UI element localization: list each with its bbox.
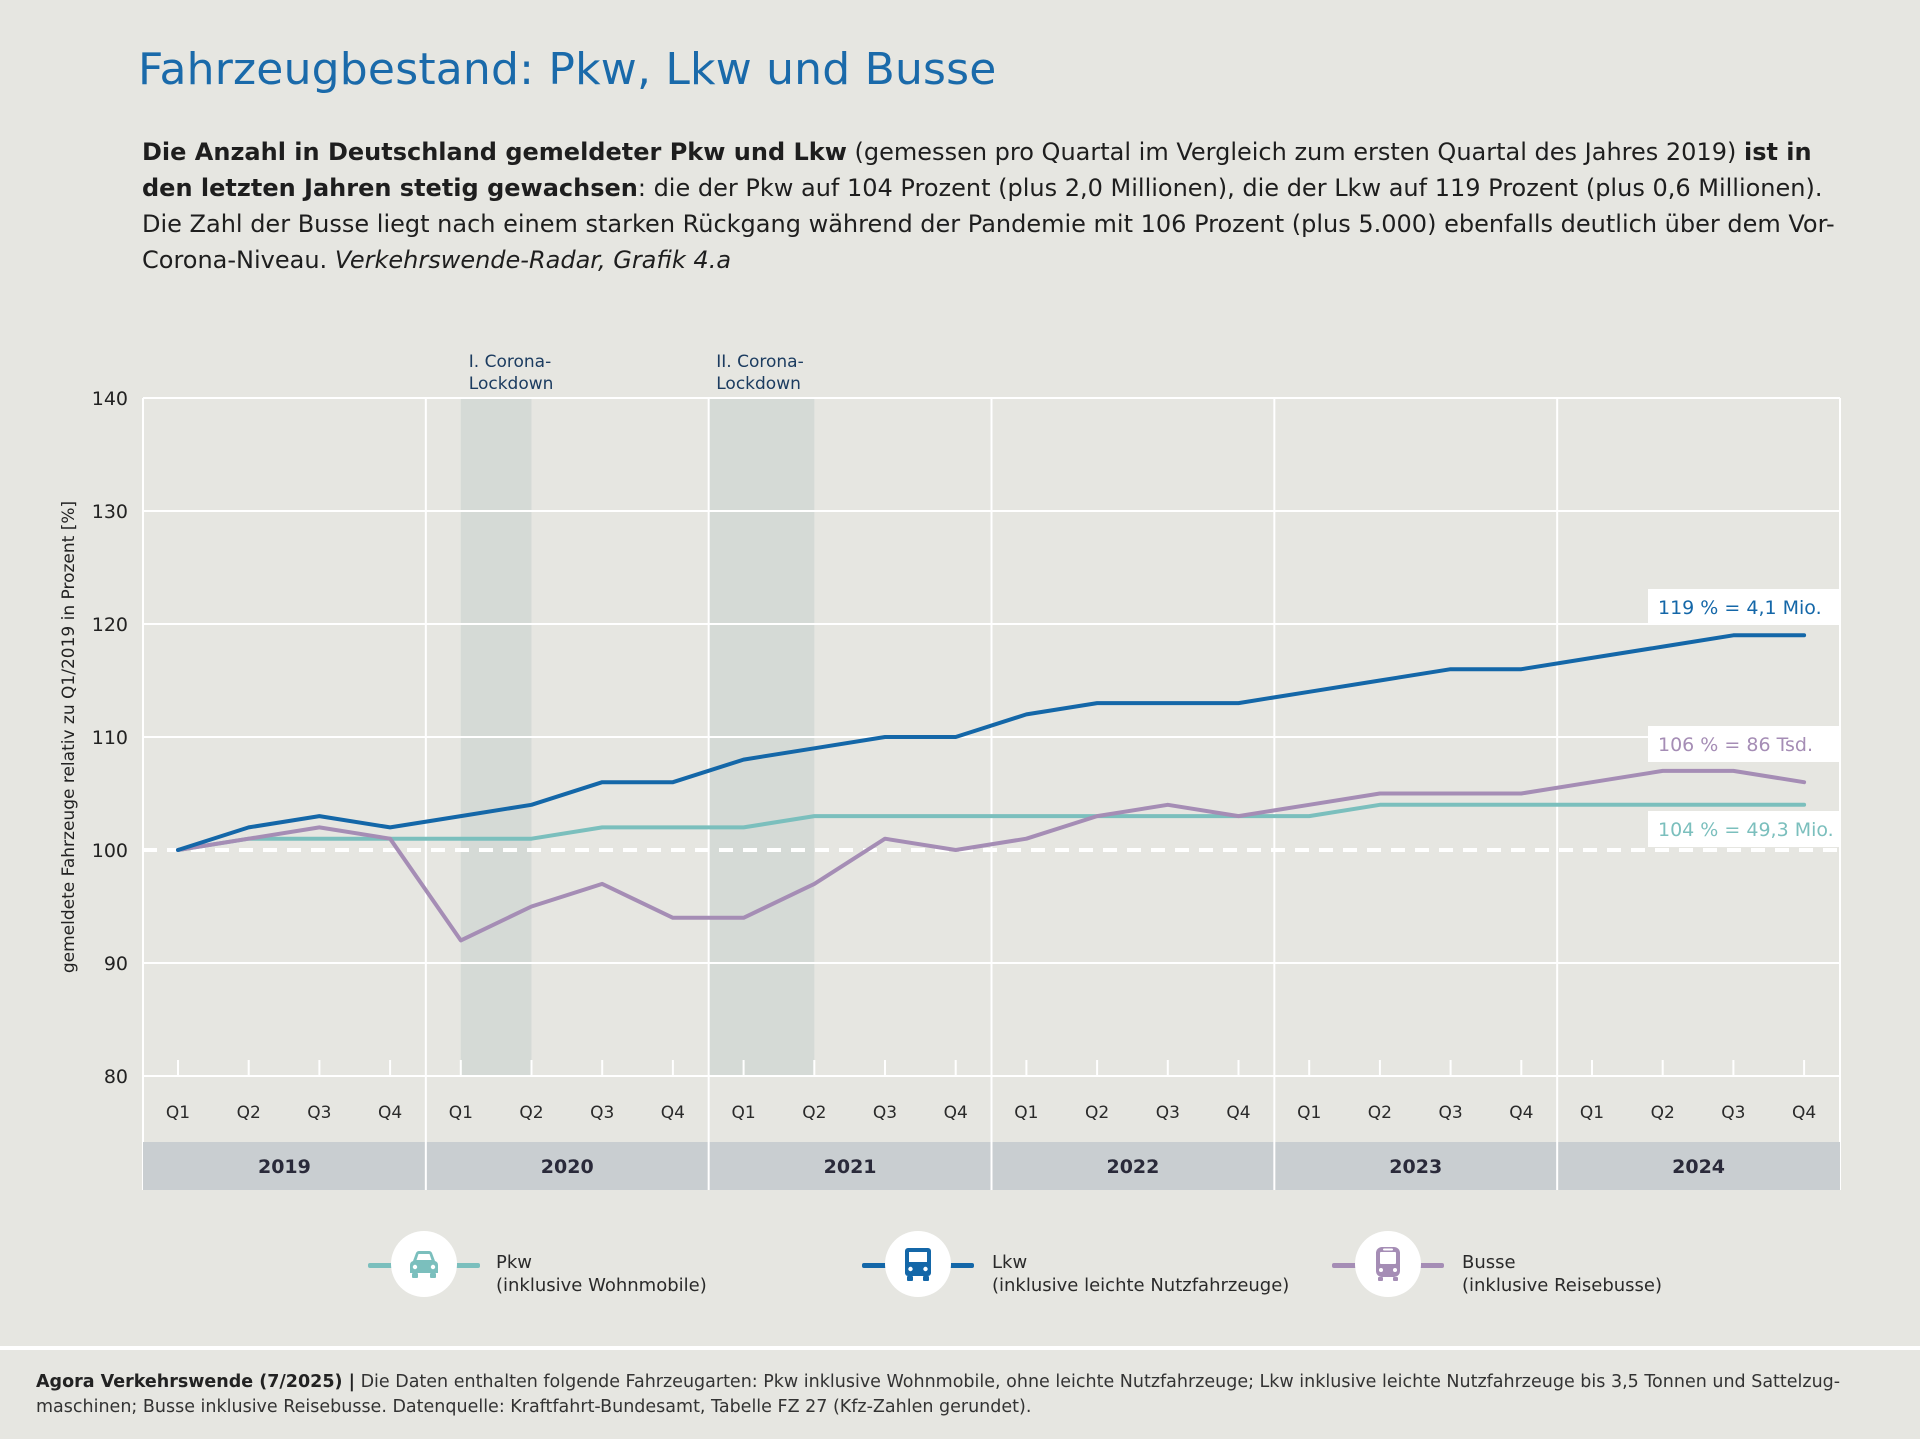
- x-tick-label: Q3: [873, 1103, 897, 1123]
- x-tick-label: Q2: [519, 1103, 543, 1123]
- truck-icon: [905, 1248, 931, 1281]
- footer-divider: [0, 1346, 1920, 1350]
- legend-item-lkw: Lkw (inklusive leichte Nutzfahrzeuge): [862, 1226, 1322, 1297]
- x-tick-label: Q1: [449, 1103, 473, 1123]
- x-tick-label: Q4: [1509, 1103, 1533, 1123]
- x-tick-label: Q3: [590, 1103, 614, 1123]
- series-line-pkw: [176, 802, 1807, 852]
- x-tick-label: Q4: [661, 1103, 685, 1123]
- footer-text: Agora Verkehrswende (7/2025) | Die Daten…: [36, 1370, 1886, 1420]
- end-label-box-pkw: [1648, 811, 1840, 847]
- x-tick-label: Q4: [1792, 1103, 1816, 1123]
- y-tick-label: 90: [104, 953, 128, 975]
- intro-text-2: : die der Pkw auf 104 Prozent (plus 2,0 …: [142, 174, 1835, 274]
- footer-source: Agora Verkehrswende (7/2025) |: [36, 1372, 355, 1392]
- y-tick-label: 130: [92, 501, 128, 523]
- lockdown-label: Lockdown: [469, 374, 554, 394]
- series-line-lkw: [176, 633, 1807, 852]
- intro-bold-1: Die Anzahl in Deutschland gemeldeter Pkw…: [142, 138, 847, 166]
- x-tick-label: Q4: [1226, 1103, 1250, 1123]
- x-tick-label: Q1: [731, 1103, 755, 1123]
- x-tick-label: Q2: [1368, 1103, 1392, 1123]
- legend-icon-circle-lkw: [885, 1231, 951, 1297]
- legend-label-pkw-line1: Pkw: [496, 1252, 532, 1273]
- lockdown-label: II. Corona-: [716, 352, 803, 372]
- x-tick-label: Q3: [307, 1103, 331, 1123]
- x-tick-label: Q2: [237, 1103, 261, 1123]
- legend-item-pkw: Pkw (inklusive Wohnmobile): [368, 1226, 768, 1297]
- x-tick-label: Q1: [1014, 1103, 1038, 1123]
- lockdown-label: I. Corona-: [469, 352, 551, 372]
- legend-label-lkw-line2: (inklusive leichte Nutzfahrzeuge): [992, 1275, 1290, 1296]
- x-tick-label: Q3: [1721, 1103, 1745, 1123]
- legend-label-busse: Busse (inklusive Reisebusse): [1462, 1251, 1662, 1297]
- x-tick-label: Q4: [944, 1103, 968, 1123]
- end-label-pkw: 104 % = 49,3 Mio.: [1658, 819, 1834, 841]
- intro-text: Die Anzahl in Deutschland gemeldeter Pkw…: [142, 134, 1862, 278]
- intro-source: Verkehrswende-Radar, Grafik 4.a: [334, 246, 732, 274]
- x-tick-label: Q1: [1297, 1103, 1321, 1123]
- x-tick-label: Q3: [1438, 1103, 1462, 1123]
- year-label: 2024: [1672, 1156, 1725, 1178]
- legend-label-lkw-line1: Lkw: [992, 1252, 1028, 1273]
- end-label-busse: 106 % = 86 Tsd.: [1658, 734, 1813, 756]
- page-title: Fahrzeugbestand: Pkw, Lkw und Busse: [138, 44, 997, 95]
- year-label: 2019: [258, 1156, 311, 1178]
- year-label: 2021: [824, 1156, 877, 1178]
- legend-icon-circle-pkw: [391, 1231, 457, 1297]
- legend-item-busse: Busse (inklusive Reisebusse): [1332, 1226, 1732, 1297]
- x-tick-label: Q3: [1156, 1103, 1180, 1123]
- car-icon: [410, 1251, 438, 1278]
- legend-label-lkw: Lkw (inklusive leichte Nutzfahrzeuge): [992, 1251, 1289, 1297]
- y-axis-label: gemeldete Fahrzeuge relativ zu Q1/2019 i…: [59, 501, 79, 973]
- intro-text-1: (gemessen pro Quartal im Vergleich zum e…: [846, 138, 1744, 166]
- x-tick-label: Q1: [1580, 1103, 1604, 1123]
- year-label: 2022: [1106, 1156, 1159, 1178]
- lockdown-label: Lockdown: [716, 374, 801, 394]
- x-tick-label: Q1: [166, 1103, 190, 1123]
- end-label-lkw: 119 % = 4,1 Mio.: [1658, 597, 1822, 619]
- y-tick-label: 140: [92, 388, 128, 410]
- y-tick-label: 110: [92, 727, 128, 749]
- series-line-busse: [176, 768, 1807, 943]
- legend-label-busse-line2: (inklusive Reisebusse): [1462, 1275, 1663, 1296]
- year-label: 2020: [541, 1156, 594, 1178]
- x-tick-label: Q2: [802, 1103, 826, 1123]
- legend-label-pkw: Pkw (inklusive Wohnmobile): [496, 1251, 707, 1297]
- footer-note: Die Daten enthalten folgende Fahrzeugart…: [36, 1372, 1841, 1417]
- end-label-box-busse: [1648, 726, 1840, 762]
- legend-label-pkw-line2: (inklusive Wohnmobile): [496, 1275, 707, 1296]
- bus-icon: [1376, 1247, 1400, 1281]
- y-tick-label: 100: [92, 840, 128, 862]
- end-label-box-lkw: [1648, 589, 1840, 625]
- legend-label-busse-line1: Busse: [1462, 1252, 1516, 1273]
- intro-bold-2: ist in den letzten Jahren stetig gewachs…: [142, 138, 1812, 202]
- legend-icon-circle-busse: [1355, 1231, 1421, 1297]
- x-tick-label: Q2: [1651, 1103, 1675, 1123]
- y-tick-label: 80: [104, 1066, 128, 1088]
- y-tick-label: 120: [92, 614, 128, 636]
- x-tick-label: Q2: [1085, 1103, 1109, 1123]
- year-label: 2023: [1389, 1156, 1442, 1178]
- x-tick-label: Q4: [378, 1103, 402, 1123]
